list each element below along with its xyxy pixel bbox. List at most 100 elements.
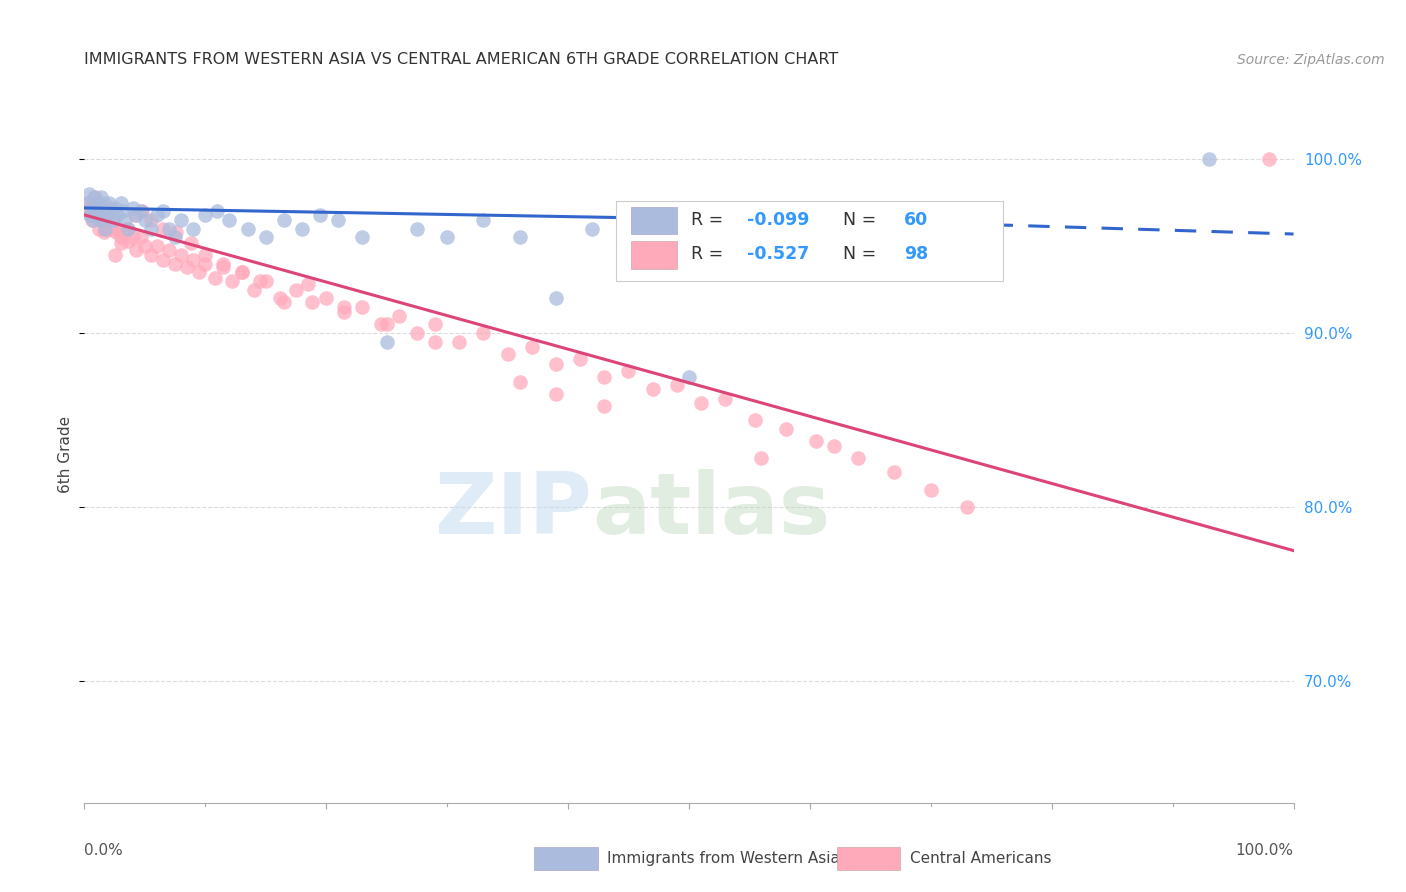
Point xyxy=(170,213,193,227)
Point xyxy=(77,195,100,210)
Text: -0.527: -0.527 xyxy=(747,244,810,263)
Point xyxy=(738,221,761,235)
Point xyxy=(269,291,291,305)
Point xyxy=(77,201,100,215)
Point xyxy=(117,234,139,248)
Point xyxy=(93,195,115,210)
Point xyxy=(94,208,117,222)
Text: N =: N = xyxy=(831,211,882,228)
Point xyxy=(509,375,531,389)
Point xyxy=(91,201,114,215)
Point xyxy=(181,253,204,268)
Point xyxy=(114,213,136,227)
Point xyxy=(152,253,174,268)
Point xyxy=(291,221,314,235)
Point xyxy=(104,248,127,262)
Point xyxy=(170,248,193,262)
Point xyxy=(139,213,162,227)
Text: N =: N = xyxy=(831,244,882,263)
Point xyxy=(920,230,942,244)
Point xyxy=(110,235,132,250)
Point xyxy=(641,382,664,396)
Point xyxy=(180,235,202,250)
Text: Source: ZipAtlas.com: Source: ZipAtlas.com xyxy=(1237,53,1385,67)
Text: atlas: atlas xyxy=(592,469,831,552)
Text: ZIP: ZIP xyxy=(434,469,592,552)
Point xyxy=(90,213,112,227)
Point xyxy=(436,230,458,244)
Point xyxy=(100,221,122,235)
Point xyxy=(388,309,411,323)
Point xyxy=(423,318,446,332)
Point xyxy=(665,378,688,392)
Point xyxy=(157,221,180,235)
Point xyxy=(77,186,100,201)
Point xyxy=(104,201,127,215)
Point xyxy=(449,334,471,349)
Point xyxy=(204,270,226,285)
Point xyxy=(472,326,495,340)
Point xyxy=(104,225,127,239)
Point xyxy=(1258,152,1281,166)
Text: Central Americans: Central Americans xyxy=(910,851,1052,865)
Point xyxy=(333,300,356,314)
Point xyxy=(77,195,100,210)
Point xyxy=(165,256,187,270)
Point xyxy=(207,204,229,219)
Text: IMMIGRANTS FROM WESTERN ASIA VS CENTRAL AMERICAN 6TH GRADE CORRELATION CHART: IMMIGRANTS FROM WESTERN ASIA VS CENTRAL … xyxy=(84,52,838,67)
Point xyxy=(93,225,115,239)
Point xyxy=(744,413,766,427)
Point xyxy=(83,204,105,219)
Text: 100.0%: 100.0% xyxy=(1236,843,1294,858)
Text: 60: 60 xyxy=(904,211,928,228)
Text: Immigrants from Western Asia: Immigrants from Western Asia xyxy=(607,851,841,865)
Point xyxy=(194,248,217,262)
Point xyxy=(82,201,104,215)
FancyBboxPatch shape xyxy=(616,201,1004,281)
Point xyxy=(107,221,129,235)
Point xyxy=(328,213,350,227)
Point xyxy=(859,213,882,227)
Point xyxy=(124,208,146,222)
Text: R =: R = xyxy=(692,211,730,228)
Point xyxy=(678,369,700,384)
Point xyxy=(79,208,101,222)
Point xyxy=(94,213,117,227)
Text: R =: R = xyxy=(692,244,730,263)
Point xyxy=(86,195,108,210)
Point xyxy=(110,230,132,244)
Point xyxy=(883,465,905,479)
Point xyxy=(125,208,148,222)
Point xyxy=(110,195,132,210)
Point xyxy=(751,451,773,466)
Point xyxy=(105,208,128,222)
Point xyxy=(84,190,107,204)
Point xyxy=(121,201,143,215)
Point xyxy=(80,213,103,227)
Point xyxy=(520,340,543,354)
Text: 98: 98 xyxy=(904,244,928,263)
Point xyxy=(131,204,153,219)
Point xyxy=(406,326,429,340)
Point xyxy=(423,334,446,349)
Point xyxy=(194,256,217,270)
Point xyxy=(152,221,174,235)
Y-axis label: 6th Grade: 6th Grade xyxy=(58,417,73,493)
Bar xyxy=(631,242,676,269)
Point xyxy=(846,451,869,466)
Point xyxy=(212,260,235,274)
Point xyxy=(375,334,398,349)
Point xyxy=(301,294,323,309)
Point xyxy=(593,399,616,413)
Point xyxy=(370,318,392,332)
Text: -0.099: -0.099 xyxy=(747,211,810,228)
Point xyxy=(139,248,162,262)
Point xyxy=(134,239,156,253)
Point xyxy=(544,358,567,372)
Point xyxy=(129,204,152,219)
Point xyxy=(96,208,118,222)
Point xyxy=(100,204,122,219)
Point xyxy=(117,221,139,235)
Point xyxy=(352,300,374,314)
Point xyxy=(297,277,319,292)
